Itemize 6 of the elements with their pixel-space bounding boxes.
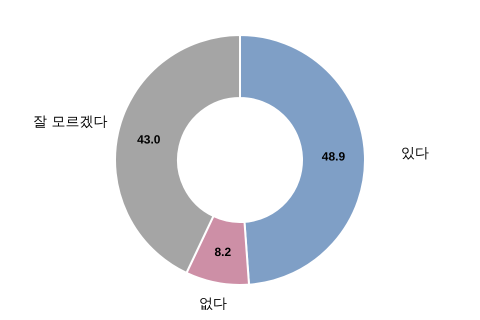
slice-label: 있다 bbox=[400, 146, 429, 162]
slice-label: 없다 bbox=[199, 296, 228, 312]
data-label: 43.0 bbox=[137, 132, 161, 146]
data-label: 48.9 bbox=[322, 150, 346, 164]
data-label: 8.2 bbox=[214, 244, 232, 259]
slice-label: 잘 모르겠다 bbox=[32, 114, 108, 130]
